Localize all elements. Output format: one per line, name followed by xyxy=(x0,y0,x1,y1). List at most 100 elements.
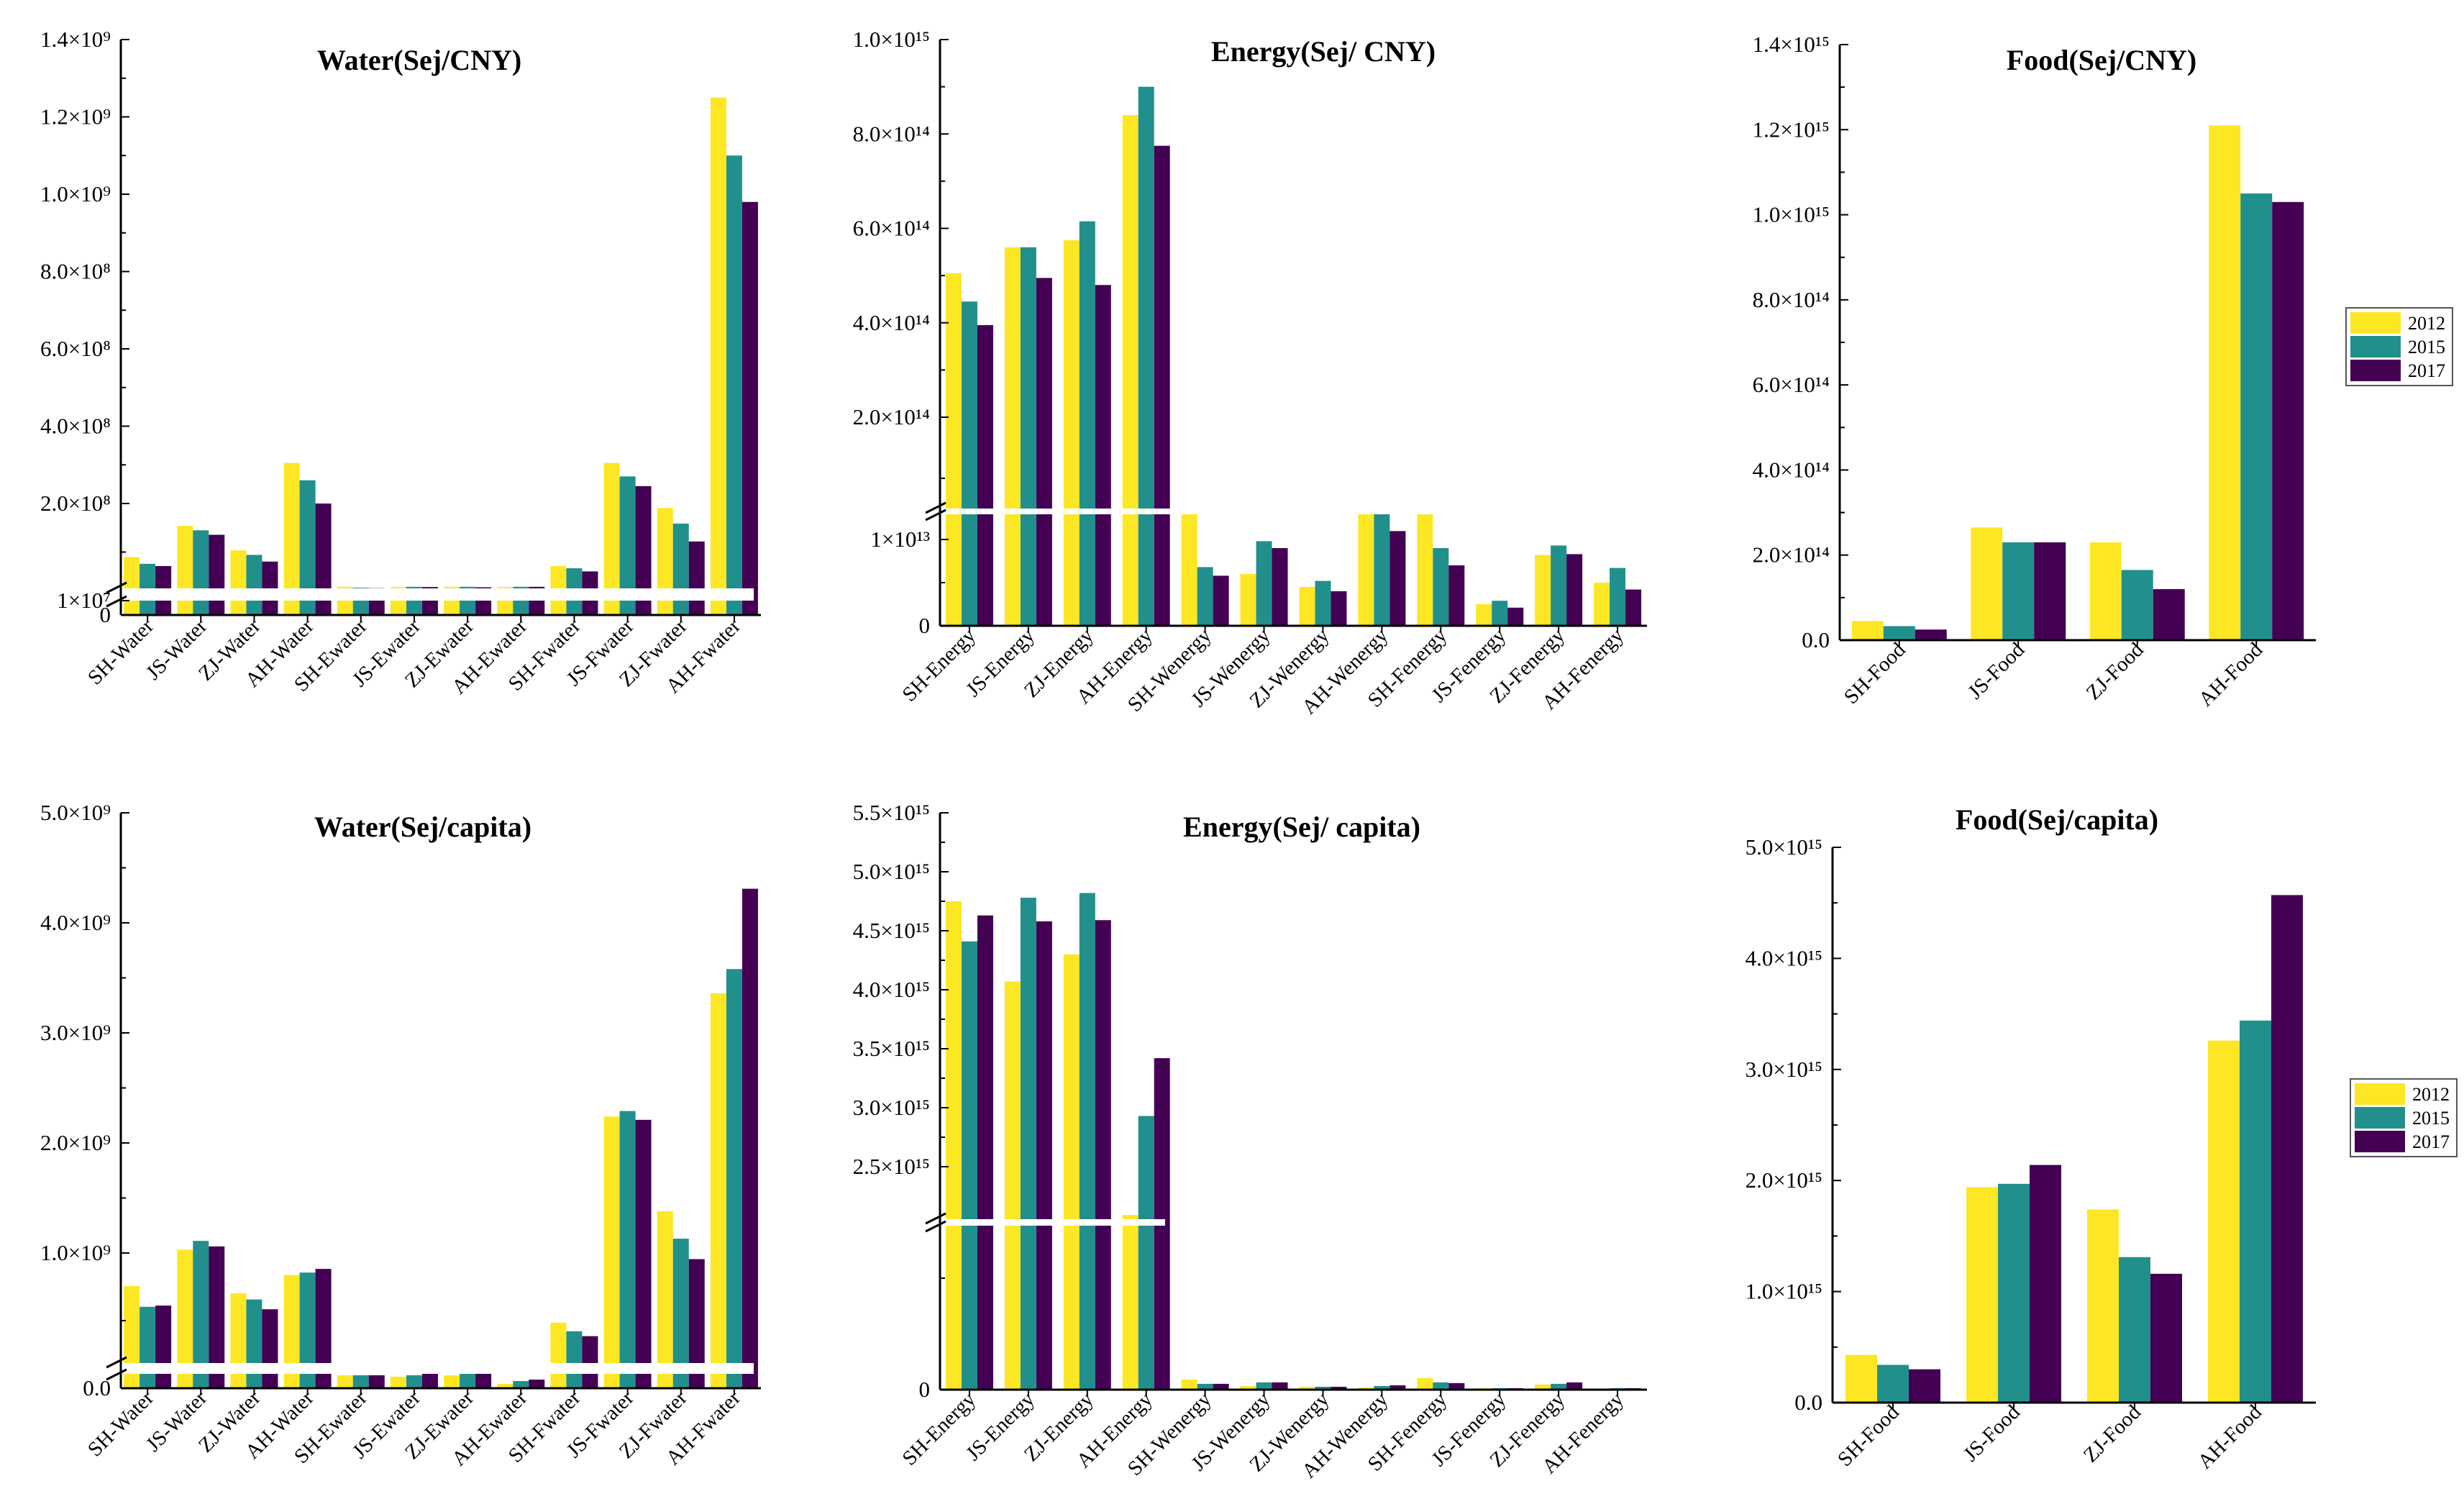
x-tick-label: SH-Energy xyxy=(898,1388,980,1470)
bar-2012-AH-Fwater xyxy=(710,97,726,615)
chart-panel-5: 0.0 1.0×10¹⁵ 2.0×10¹⁵ 3.0×10¹⁵ 4.0×10¹⁵ 5.0×1… xyxy=(1746,834,2316,1474)
y-tick-label: 1.2×10¹⁵ xyxy=(1753,117,1830,142)
bar-2015-SH-Fwater xyxy=(566,1331,583,1388)
bar-2015-JS-Wenergy xyxy=(1256,541,1272,626)
bar-2015-ZJ-Fenergy xyxy=(1551,1383,1567,1390)
bar-2012-JS-Wenergy xyxy=(1240,1385,1256,1390)
y-tick-label: 1.2×10⁹ xyxy=(40,104,111,129)
x-tick-label: AH-Food xyxy=(2194,1400,2267,1474)
bar-2015-SH-Fenergy xyxy=(1433,1382,1449,1390)
bar-2012-AH-Water xyxy=(283,463,300,615)
bar-2017-JS-Fwater xyxy=(635,1119,652,1388)
chart-title-food-capita: Food(Sej/capita) xyxy=(1956,803,2158,836)
y-tick-label: 5.0×10¹⁵ xyxy=(1746,834,1822,860)
bar-2012-ZJ-Food xyxy=(2089,542,2122,640)
bar-2017-ZJ-Energy xyxy=(1095,920,1111,1390)
bar-2017-ZJ-Wenergy xyxy=(1331,591,1347,626)
bar-2012-ZJ-Wenergy xyxy=(1299,587,1315,626)
y-tick-label: 6.0×10¹⁴ xyxy=(853,216,930,241)
y-tick-label: 0 xyxy=(919,613,931,638)
y-tick-label: 4.0×10⁸ xyxy=(40,414,111,439)
x-tick-label: AH-Food xyxy=(2194,638,2268,711)
x-tick-label: JS-Food xyxy=(1963,638,2029,703)
bar-2015-ZJ-Fwater xyxy=(672,523,689,615)
axis-break-mark xyxy=(925,1220,946,1233)
y-tick-label: 4.5×10¹⁵ xyxy=(853,918,930,943)
bar-2017-ZJ-Water xyxy=(262,1309,278,1388)
y-tick-label: 1×10¹³ xyxy=(870,527,930,552)
y-tick-label: 1.0×10¹⁵ xyxy=(1746,1279,1822,1304)
bar-2017-AH-Water xyxy=(315,1269,332,1388)
bar-2015-JS-Fenergy xyxy=(1492,601,1508,626)
y-tick-label: 2.0×10¹⁴ xyxy=(1753,542,1830,568)
bar-2015-ZJ-Ewater xyxy=(460,1374,476,1388)
x-tick-label: ZJ-Food xyxy=(2079,1400,2145,1467)
bar-2012-SH-Wenergy xyxy=(1181,1379,1197,1390)
legend-swatch-2012 xyxy=(2350,312,2401,334)
bar-2012-JS-Fwater xyxy=(603,463,620,615)
y-tick-label: 8.0×10¹⁴ xyxy=(853,121,930,146)
y-tick-label: 2.5×10¹⁵ xyxy=(853,1154,930,1179)
bar-2015-AH-Food xyxy=(2240,193,2273,640)
bar-2012-JS-Ewater xyxy=(390,1377,406,1388)
bar-2015-JS-Food xyxy=(2002,542,2035,640)
bar-2012-JS-Fenergy xyxy=(1476,604,1492,626)
chart-panel-0: 01×10⁷ 2.0×10⁸ 4.0×10⁸ 6.0×10⁸ 8.0×10⁸ 1.0×10… xyxy=(40,27,761,698)
legend-swatch-2017 xyxy=(2350,360,2401,381)
bar-2015-AH-Water xyxy=(299,480,316,615)
bar-2017-JS-Wenergy xyxy=(1272,548,1288,626)
y-tick-label: 2.0×10⁸ xyxy=(40,491,111,516)
bar-2012-SH-Water xyxy=(124,1285,140,1388)
x-tick-label: JS-Food xyxy=(1959,1400,2025,1466)
y-tick-label: 1.4×10⁹ xyxy=(40,27,111,52)
axis-break-mark xyxy=(106,581,127,594)
bar-2017-SH-Ewater xyxy=(368,1375,385,1388)
bar-2017-JS-Wenergy xyxy=(1272,1382,1288,1390)
axis-break-mark xyxy=(106,595,127,608)
chart-title-water-capita: Water(Sej/capita) xyxy=(314,811,531,843)
bar-2017-AH-Water xyxy=(315,504,332,615)
bar-2012-JS-Energy xyxy=(1004,981,1021,1390)
y-tick-label: 5.5×10¹⁵ xyxy=(853,800,930,825)
bar-2012-SH-Water xyxy=(124,557,140,615)
bar-2012-SH-Wenergy xyxy=(1181,514,1197,626)
bar-2015-AH-Fwater xyxy=(726,155,742,615)
bar-2015-JS-Fwater xyxy=(619,1111,636,1388)
bar-2017-SH-Fenergy xyxy=(1448,1382,1465,1390)
bar-2012-ZJ-Fenergy xyxy=(1535,555,1551,626)
bar-2015-JS-Water xyxy=(193,1241,209,1388)
bar-2017-ZJ-Fenergy xyxy=(1566,554,1583,626)
bar-2017-AH-Food xyxy=(2272,201,2304,640)
bar-2015-AH-Wenergy xyxy=(1374,1385,1390,1390)
bar-2012-JS-Wenergy xyxy=(1240,574,1256,626)
axis-break-band xyxy=(935,1219,1165,1226)
bar-2017-SH-Energy xyxy=(977,915,993,1390)
bar-2012-ZJ-Fwater xyxy=(657,508,673,615)
bar-2012-AH-Fwater xyxy=(710,993,726,1388)
legend-0: 2012 2015 2017 xyxy=(2345,307,2453,386)
y-tick-label: 6.0×10⁸ xyxy=(40,336,111,361)
bar-2015-AH-Fwater xyxy=(726,969,742,1388)
bar-2015-SH-Wenergy xyxy=(1197,567,1213,626)
bar-2017-AH-Wenergy xyxy=(1390,531,1406,626)
bar-2017-SH-Food xyxy=(1909,1369,1940,1403)
y-tick-label: 3.0×10⁹ xyxy=(40,1020,111,1045)
bar-2012-SH-Fwater xyxy=(550,1322,567,1388)
y-tick-label: 1.0×10⁹ xyxy=(40,181,111,206)
chart-panel-1: 0 1×10¹³ 2.0×10¹⁴ 4.0×10¹⁴ 6.0×10¹⁴ 8.0×10¹⁴ 1… xyxy=(853,27,1647,719)
bar-2015-AH-Energy xyxy=(1138,1116,1154,1390)
legend-swatch-2017 xyxy=(2355,1131,2405,1152)
axis-break-band xyxy=(935,509,1176,514)
y-tick-label: 0.0 xyxy=(1802,627,1830,652)
legend-label-2017: 2017 xyxy=(2412,1131,2450,1152)
y-tick-label: 4.0×10⁹ xyxy=(40,910,111,935)
bar-2015-SH-Wenergy xyxy=(1197,1383,1213,1390)
x-tick-label: SH-Food xyxy=(1833,1400,1904,1471)
bar-2015-ZJ-Energy xyxy=(1079,221,1095,626)
bar-2012-ZJ-Water xyxy=(230,550,247,615)
bar-2012-AH-Food xyxy=(2209,125,2241,640)
axis-break-mark xyxy=(106,1356,127,1369)
bar-2012-AH-Energy xyxy=(1122,1215,1139,1390)
bar-2012-SH-Ewater xyxy=(337,1375,353,1388)
bar-2012-ZJ-Energy xyxy=(1063,954,1080,1390)
